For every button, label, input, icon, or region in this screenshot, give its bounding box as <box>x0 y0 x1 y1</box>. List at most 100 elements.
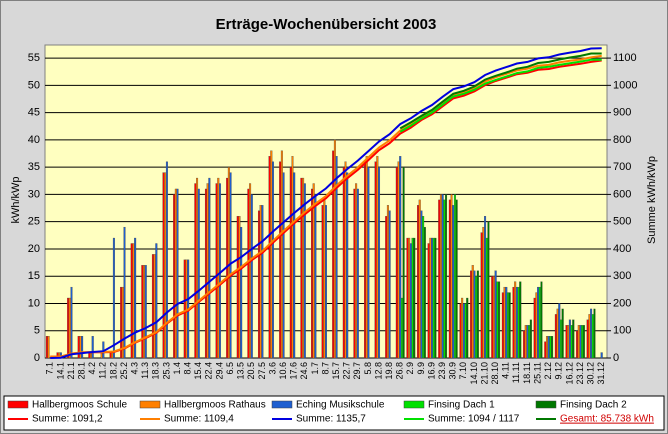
y-tick-label: 30 <box>28 188 40 200</box>
bar <box>323 199 326 359</box>
x-tick-label: 4.11 <box>501 362 511 379</box>
legend-label: Finsing Dach 1 <box>428 400 495 411</box>
legend-label: Eching Musikschule <box>296 400 385 411</box>
bar <box>367 166 370 359</box>
bar <box>236 216 239 359</box>
x-tick-label: 14.1 <box>55 362 65 380</box>
bar <box>355 183 358 359</box>
bar <box>257 210 260 359</box>
x-tick-label: 16.9 <box>426 362 436 380</box>
bar <box>68 297 71 359</box>
bar <box>402 166 405 359</box>
bar <box>470 270 473 359</box>
bar <box>452 205 455 359</box>
bar <box>565 325 568 359</box>
bar <box>535 292 538 359</box>
legend-label: Hallbergmoos Schule <box>32 400 127 411</box>
bar <box>487 221 490 359</box>
legend-swatch <box>535 400 557 409</box>
bar <box>303 183 306 359</box>
x-tick-label: 22.4 <box>204 362 214 380</box>
x-tick-label: 30.12 <box>585 362 595 385</box>
bar <box>429 237 432 359</box>
bar <box>79 336 82 359</box>
bar <box>422 216 425 359</box>
bar <box>554 314 557 359</box>
bar <box>576 330 579 359</box>
bar <box>570 325 573 359</box>
bar <box>567 325 570 359</box>
x-tick-label: 1.4 <box>172 362 182 375</box>
x-tick-label: 31.12 <box>596 362 606 385</box>
bar <box>45 336 48 359</box>
bar <box>501 292 504 359</box>
bar <box>549 336 552 359</box>
bar <box>586 319 589 359</box>
x-tick-label: 25.2 <box>119 362 129 380</box>
bar <box>491 276 494 359</box>
bar <box>515 286 518 359</box>
bar <box>411 237 414 359</box>
x-tick-label: 21.1 <box>66 362 76 380</box>
x-tick-label: 24.6 <box>299 362 309 380</box>
bar <box>399 156 402 359</box>
bar <box>164 172 167 359</box>
bar <box>579 325 582 359</box>
legend-swatch <box>139 400 161 409</box>
bar <box>112 237 115 359</box>
bar <box>270 150 273 359</box>
bar <box>215 183 218 359</box>
bar <box>386 205 389 359</box>
x-tick-label: 9.9 <box>416 362 426 375</box>
x-tick-label: 13.5 <box>236 362 246 380</box>
y2-tick-label: 500 <box>613 216 631 228</box>
x-tick-label: 11.3 <box>140 362 150 379</box>
bar <box>335 156 338 359</box>
bar <box>526 325 529 359</box>
x-tick-label: 22.7 <box>342 362 352 380</box>
legend-swatch <box>7 400 29 409</box>
bar <box>208 177 211 359</box>
bar <box>312 183 315 359</box>
x-tick-label: 28.1 <box>76 362 86 380</box>
cumulative-line <box>399 52 602 130</box>
x-tick-label: 29.7 <box>352 362 362 380</box>
bar <box>247 188 250 359</box>
bar <box>173 194 176 359</box>
x-tick-label: 11.11 <box>511 362 521 383</box>
bar <box>346 172 349 359</box>
legend-swatch <box>403 400 425 409</box>
bar <box>162 172 165 359</box>
x-tick-label: 8.4 <box>183 362 193 375</box>
bar <box>143 265 146 359</box>
bar <box>558 303 561 359</box>
bar <box>120 286 123 359</box>
y2-tick-label: 800 <box>613 134 631 146</box>
bar <box>476 270 479 359</box>
bar <box>342 166 345 359</box>
bar <box>438 199 441 359</box>
y2-tick-label: 200 <box>613 297 631 309</box>
bar <box>81 336 84 359</box>
bar <box>475 276 478 359</box>
bar <box>155 243 158 359</box>
x-tick-label: 6.5 <box>225 362 235 375</box>
bar <box>445 194 448 359</box>
legend-label: Summe: 1091,2 <box>32 414 103 425</box>
bar <box>420 210 423 359</box>
x-tick-label: 18.2 <box>108 362 118 380</box>
bar <box>227 166 230 359</box>
x-tick-label: 30.9 <box>448 362 458 380</box>
bar <box>185 259 188 359</box>
bar <box>461 297 464 359</box>
bar <box>464 303 467 359</box>
bar <box>123 226 126 359</box>
x-tick-label: 19.8 <box>384 362 394 380</box>
bar <box>508 292 511 359</box>
bar <box>289 166 292 359</box>
legend-label: Summe: 1094 / 1117 <box>428 414 520 425</box>
bar <box>512 286 515 359</box>
bar <box>524 325 527 359</box>
legend-label: Hallbergmoos Rathaus <box>164 400 266 411</box>
